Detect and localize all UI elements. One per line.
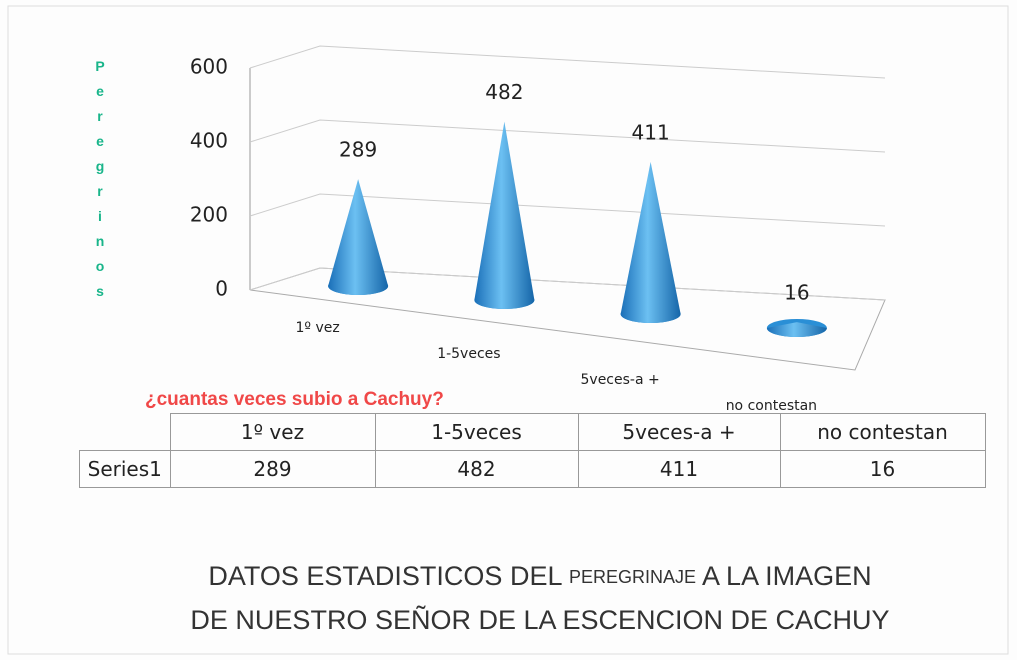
data-table: 1º vez 1-5veces 5veces-a + no contestan … — [79, 413, 986, 488]
table-header: 1-5veces — [374, 413, 579, 451]
grid-line — [249, 193, 886, 227]
title-part: PEREGRINAJE — [569, 567, 696, 587]
table-corner — [79, 413, 171, 451]
data-label: 16 — [784, 281, 809, 305]
table-cell: 16 — [779, 450, 986, 488]
y-tick-label: 400 — [190, 129, 228, 153]
frame — [7, 5, 1009, 655]
data-label: 411 — [632, 120, 670, 144]
x-tick-label: 1-5veces — [437, 346, 500, 362]
cone-part — [620, 161, 681, 323]
data-label: 289 — [339, 138, 377, 162]
cone — [474, 121, 535, 309]
data-label: 482 — [485, 80, 523, 104]
x-tick-label: no contestan — [726, 398, 817, 414]
cone-part — [474, 121, 535, 309]
x-tick-label: 1º vez — [296, 320, 340, 336]
table-header: 1º vez — [169, 413, 376, 451]
title-part: DATOS ESTADISTICOS DEL — [208, 561, 562, 591]
cone — [620, 161, 681, 323]
table-header: 5veces-a + — [577, 413, 781, 451]
cone-part — [766, 322, 827, 338]
cone — [766, 319, 827, 338]
title-line: DATOS ESTADISTICOS DEL PEREGRINAJE A LA … — [208, 561, 871, 591]
cone — [328, 179, 389, 295]
table-cell: 482 — [374, 450, 579, 488]
y-tick-label: 600 — [190, 55, 228, 79]
grid-line — [249, 119, 886, 153]
table-cell: 411 — [577, 450, 781, 488]
grid-line — [249, 45, 886, 79]
x-axis-title: ¿cuantas veces subio a Cachuy? — [145, 389, 444, 410]
x-tick-label: 5veces-a + — [581, 372, 660, 388]
title-part: A LA IMAGEN — [702, 561, 872, 591]
y-axis-title: Peregrinos — [92, 58, 108, 308]
y-tick-label: 0 — [215, 277, 228, 301]
table-header: no contestan — [779, 413, 986, 451]
y-tick-label: 200 — [190, 203, 228, 227]
title-line: DE NUESTRO SEÑOR DE LA ESCENCION DE CACH… — [190, 604, 889, 635]
cone-part — [328, 179, 389, 295]
table-row-label: Series1 — [79, 450, 171, 488]
table-cell: 289 — [169, 450, 376, 488]
grid-line — [249, 267, 886, 301]
